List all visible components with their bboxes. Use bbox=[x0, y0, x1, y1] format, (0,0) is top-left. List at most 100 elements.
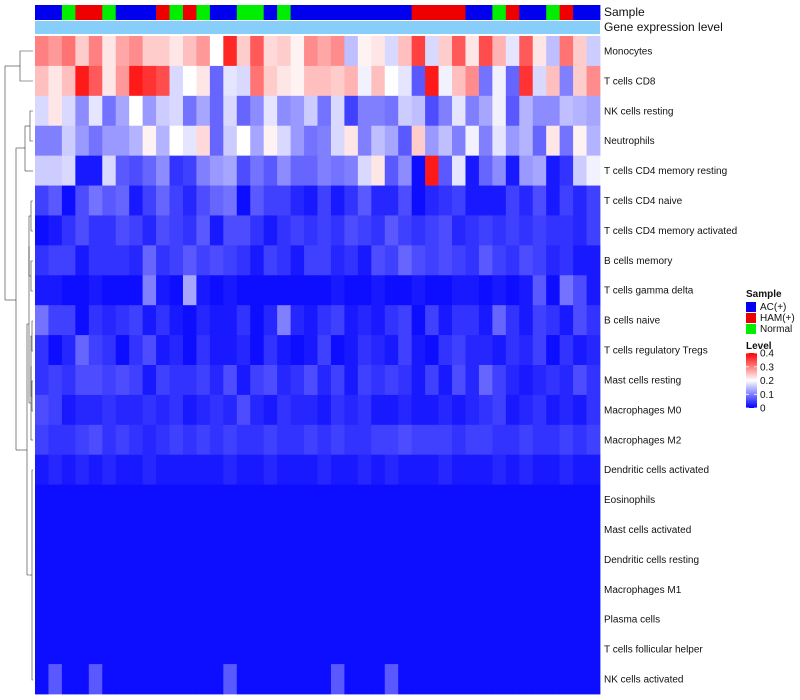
heatmap-cell bbox=[411, 424, 426, 456]
heatmap-cell bbox=[559, 604, 574, 635]
heatmap-cell bbox=[88, 454, 103, 486]
heatmap-cell bbox=[384, 215, 399, 246]
heatmap-cell bbox=[263, 245, 278, 276]
heatmap-cell bbox=[223, 185, 238, 216]
row-labels: Monocytes T cells CD8 NK cells resting Neut… bbox=[604, 47, 737, 686]
heatmap-cell bbox=[196, 365, 211, 396]
heatmap-cell bbox=[532, 514, 547, 545]
heatmap-cell bbox=[505, 95, 520, 127]
sample-annotation-cell bbox=[277, 5, 291, 20]
heatmap-cell bbox=[61, 544, 76, 575]
sample-annotation-cell bbox=[182, 5, 197, 20]
heatmap-cell bbox=[35, 454, 49, 486]
heatmap-cell bbox=[75, 335, 90, 366]
heatmap-cell bbox=[505, 365, 520, 396]
heatmap-cell bbox=[384, 155, 399, 186]
heatmap-cell bbox=[559, 544, 574, 575]
heatmap-cell bbox=[263, 664, 278, 695]
heatmap-cell bbox=[304, 36, 318, 67]
heatmap-cell bbox=[411, 185, 426, 216]
heatmap-cell bbox=[478, 604, 493, 635]
heatmap-cell bbox=[115, 185, 130, 216]
heatmap-cell bbox=[317, 604, 332, 635]
heatmap-cell bbox=[505, 394, 520, 426]
heatmap-cell bbox=[586, 185, 601, 216]
heatmap-cell bbox=[411, 335, 426, 366]
heatmap-cell bbox=[559, 125, 574, 157]
annotation-label-expression: Gene expression level bbox=[604, 20, 723, 34]
heatmap-cell bbox=[142, 394, 157, 426]
heatmap-cell bbox=[452, 65, 466, 97]
heatmap-cell bbox=[48, 125, 63, 157]
heatmap-cell bbox=[344, 604, 359, 635]
sample-legend-title: Sample bbox=[746, 289, 782, 300]
heatmap-cell bbox=[384, 604, 399, 635]
heatmap-cell bbox=[465, 394, 480, 426]
sample-annotation-cell bbox=[102, 5, 117, 20]
heatmap-cell bbox=[384, 484, 399, 515]
heatmap-cell bbox=[317, 305, 332, 336]
heatmap-cell bbox=[35, 36, 49, 67]
heatmap-cell bbox=[317, 215, 332, 246]
heatmap-cell bbox=[573, 335, 587, 366]
heatmap-cell bbox=[156, 125, 170, 157]
heatmap-cell bbox=[304, 305, 318, 336]
heatmap-cell bbox=[492, 275, 507, 306]
heatmap-cell bbox=[209, 424, 224, 456]
heatmap-cell bbox=[573, 365, 587, 396]
heatmap-cell bbox=[209, 634, 224, 665]
heatmap-cell bbox=[304, 65, 318, 97]
heatmap-cell bbox=[438, 275, 453, 306]
heatmap-cell bbox=[48, 275, 63, 306]
heatmap-cell bbox=[196, 634, 211, 665]
heatmap-cell bbox=[344, 95, 359, 127]
level-ticks: 0.4 0.3 0.2 0.1 0 bbox=[746, 349, 774, 415]
heatmap-cell bbox=[129, 514, 144, 545]
heatmap-cell bbox=[209, 125, 224, 157]
heatmap-cell bbox=[425, 544, 439, 575]
heatmap-cell bbox=[196, 275, 211, 306]
heatmap-cell bbox=[478, 424, 493, 456]
heatmap-cell bbox=[182, 155, 197, 186]
heatmap-cell bbox=[75, 155, 90, 186]
heatmap-cell bbox=[344, 215, 359, 246]
heatmap-cell bbox=[223, 155, 238, 186]
heatmap-cell bbox=[250, 544, 265, 575]
heatmap-cell bbox=[88, 365, 103, 396]
heatmap-cell bbox=[236, 245, 251, 276]
sample-annotation-cell bbox=[142, 5, 157, 20]
heatmap-cell bbox=[438, 484, 453, 515]
heatmap-cell bbox=[304, 604, 318, 635]
heatmap-cell bbox=[330, 574, 345, 605]
heatmap-cell bbox=[236, 544, 251, 575]
heatmap-cell bbox=[182, 604, 197, 635]
heatmap-cell bbox=[250, 125, 265, 157]
heatmap-cell bbox=[61, 484, 76, 515]
heatmap-cell bbox=[35, 484, 49, 515]
heatmap-cell bbox=[75, 604, 90, 635]
heatmap-cell bbox=[196, 155, 211, 186]
heatmap-cell bbox=[411, 604, 426, 635]
heatmap-cell bbox=[492, 454, 507, 486]
heatmap-cell bbox=[532, 305, 547, 336]
heatmap-cell bbox=[156, 634, 170, 665]
heatmap-cell bbox=[182, 394, 197, 426]
heatmap-cell bbox=[532, 424, 547, 456]
legend-label-ham: HAM(+) bbox=[760, 313, 795, 324]
heatmap-cell bbox=[573, 484, 587, 515]
heatmap-cell bbox=[182, 574, 197, 605]
heatmap-cell bbox=[304, 454, 318, 486]
heatmap-cell bbox=[182, 125, 197, 157]
heatmap-cell bbox=[330, 185, 345, 216]
heatmap-cell bbox=[438, 574, 453, 605]
heatmap-cell bbox=[573, 245, 587, 276]
heatmap-cell bbox=[250, 275, 265, 306]
heatmap-cell bbox=[196, 544, 211, 575]
heatmap-cell bbox=[250, 155, 265, 186]
heatmap-cell bbox=[559, 245, 574, 276]
heatmap-cell bbox=[478, 634, 493, 665]
heatmap-cell bbox=[75, 514, 90, 545]
heatmap-cell bbox=[532, 664, 547, 695]
dendrogram-branch bbox=[30, 200, 33, 232]
heatmap-cell bbox=[344, 65, 359, 97]
